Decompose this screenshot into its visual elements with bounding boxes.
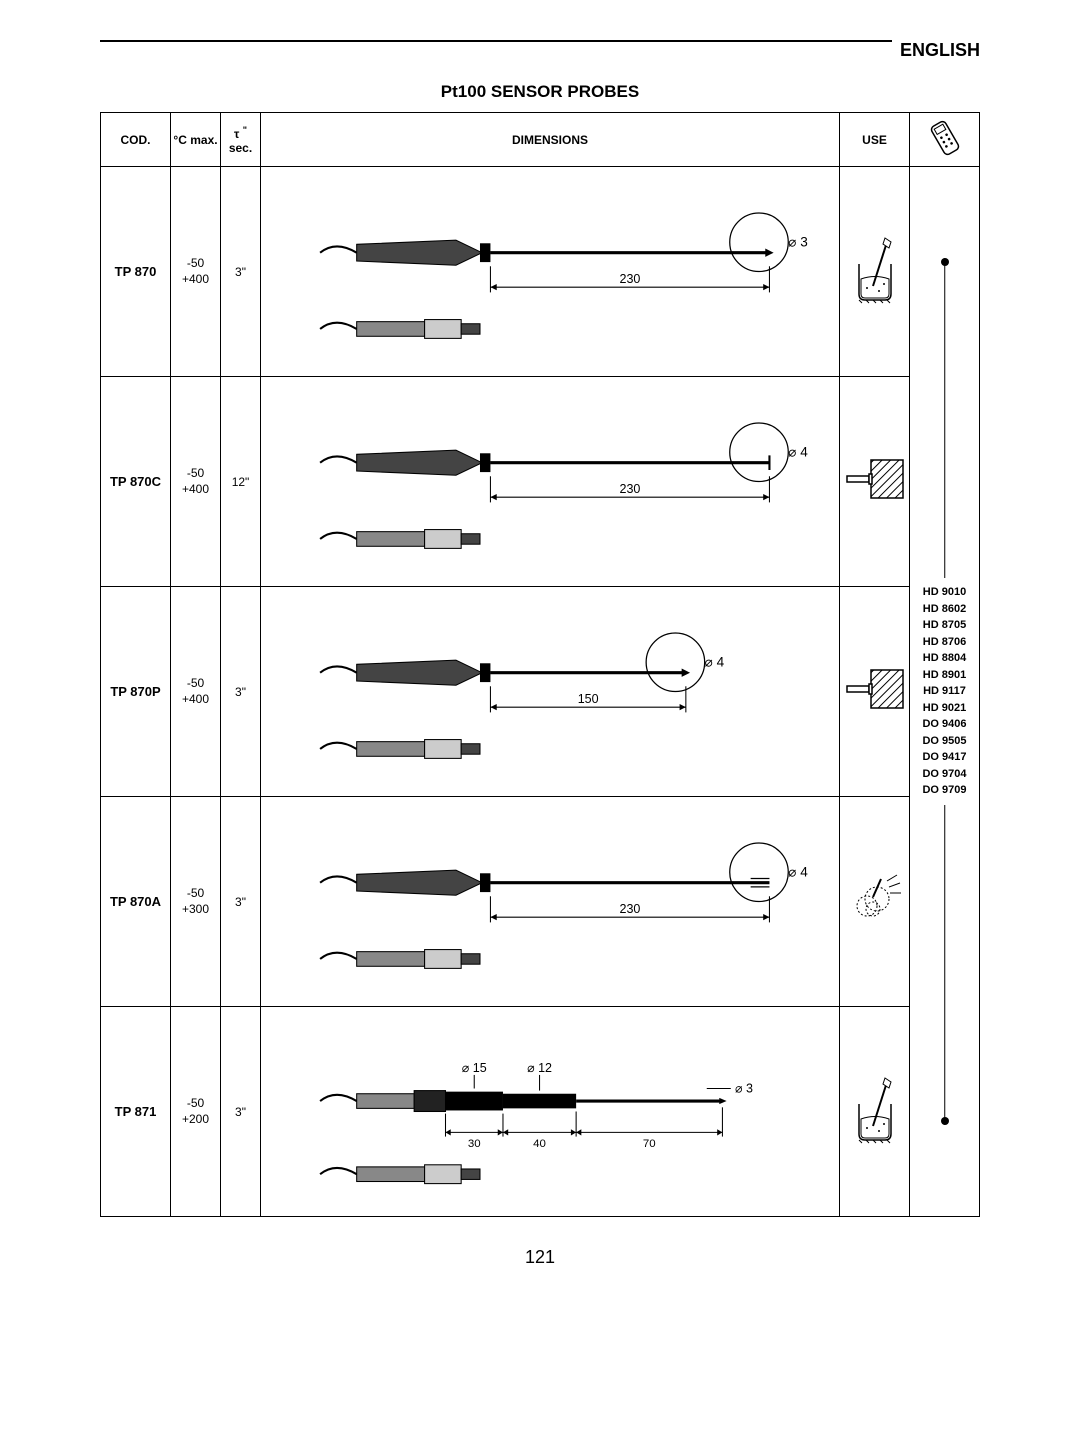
- svg-text:⌀ 4: ⌀ 4: [788, 864, 808, 879]
- probe-response-time: 3": [221, 797, 261, 1007]
- svg-text:⌀ 15: ⌀ 15: [462, 1061, 487, 1075]
- col-dim: DIMENSIONS: [261, 113, 840, 167]
- svg-text:30: 30: [468, 1138, 481, 1150]
- probe-dimensions-diagram: ⌀ 4 230: [261, 797, 840, 1007]
- compatible-models: HD 9010HD 8602HD 8705HD 8706HD 8804HD 89…: [910, 167, 980, 1217]
- svg-text:230: 230: [619, 902, 640, 916]
- probe-code: TP 870A: [101, 797, 171, 1007]
- probe-dimensions-diagram: ⌀ 3 230: [261, 167, 840, 377]
- svg-text:⌀ 3: ⌀ 3: [788, 234, 808, 249]
- col-use: USE: [840, 113, 910, 167]
- col-sec: τ " sec.: [221, 113, 261, 167]
- probe-use-icon: [840, 587, 910, 797]
- probe-response-time: 12": [221, 377, 261, 587]
- probe-code: TP 871: [101, 1007, 171, 1217]
- svg-text:150: 150: [578, 692, 599, 706]
- liquid-icon: [849, 1074, 901, 1149]
- svg-text:40: 40: [533, 1138, 546, 1150]
- liquid-icon: [849, 234, 901, 309]
- svg-text:⌀ 12: ⌀ 12: [527, 1061, 552, 1075]
- table-row: TP 870P-50+4003" ⌀ 4 150: [101, 587, 980, 797]
- header-rule: ENGLISH: [100, 40, 980, 42]
- svg-text:⌀ 3: ⌀ 3: [735, 1082, 753, 1096]
- probe-use-icon: [840, 167, 910, 377]
- probe-use-icon: [840, 377, 910, 587]
- col-temp: °C max.: [171, 113, 221, 167]
- header-lang: ENGLISH: [892, 40, 980, 61]
- probes-table: COD. °C max. τ " sec. DIMENSIONS USE: [100, 112, 980, 1217]
- svg-text:70: 70: [643, 1138, 656, 1150]
- probe-code: TP 870P: [101, 587, 171, 797]
- table-row: TP 871-50+2003" ⌀ 15 ⌀ 12 ⌀ 3 30 40 70: [101, 1007, 980, 1217]
- page: ENGLISH Pt100 SENSOR PROBES COD. °C max.…: [0, 0, 1080, 1298]
- svg-text:230: 230: [619, 482, 640, 496]
- contact-icon: [845, 664, 905, 719]
- probe-use-icon: [840, 1007, 910, 1217]
- probe-temp-range: -50+400: [171, 587, 221, 797]
- svg-text:230: 230: [619, 272, 640, 286]
- remote-icon: [925, 147, 965, 161]
- compat-model-list: HD 9010HD 8602HD 8705HD 8706HD 8804HD 89…: [918, 578, 971, 805]
- col-sec-label: sec.: [229, 141, 252, 155]
- table-header-row: COD. °C max. τ " sec. DIMENSIONS USE: [101, 113, 980, 167]
- probe-response-time: 3": [221, 587, 261, 797]
- table-row: TP 870-50+4003" ⌀ 3 230 HD 9010HD 8602HD…: [101, 167, 980, 377]
- probe-code: TP 870: [101, 167, 171, 377]
- contact-icon: [845, 454, 905, 509]
- probe-response-time: 3": [221, 167, 261, 377]
- probe-temp-range: -50+400: [171, 167, 221, 377]
- probe-temp-range: -50+300: [171, 797, 221, 1007]
- table-row: TP 870C-50+40012" ⌀ 4 230: [101, 377, 980, 587]
- probe-dimensions-diagram: ⌀ 15 ⌀ 12 ⌀ 3 30 40 70: [261, 1007, 840, 1217]
- probe-use-icon: [840, 797, 910, 1007]
- tau-symbol: τ: [234, 127, 239, 141]
- probe-dimensions-diagram: ⌀ 4 230: [261, 377, 840, 587]
- svg-text:⌀ 4: ⌀ 4: [788, 444, 808, 459]
- svg-text:⌀ 4: ⌀ 4: [705, 654, 725, 669]
- page-title: Pt100 SENSOR PROBES: [100, 82, 980, 102]
- probe-code: TP 870C: [101, 377, 171, 587]
- probe-temp-range: -50+400: [171, 377, 221, 587]
- col-cod: COD.: [101, 113, 171, 167]
- probe-temp-range: -50+200: [171, 1007, 221, 1217]
- col-compat: [910, 113, 980, 167]
- table-row: TP 870A-50+3003" ⌀ 4 230: [101, 797, 980, 1007]
- probe-response-time: 3": [221, 1007, 261, 1217]
- probe-dimensions-diagram: ⌀ 4 150: [261, 587, 840, 797]
- page-number: 121: [100, 1247, 980, 1268]
- air-icon: [847, 871, 903, 932]
